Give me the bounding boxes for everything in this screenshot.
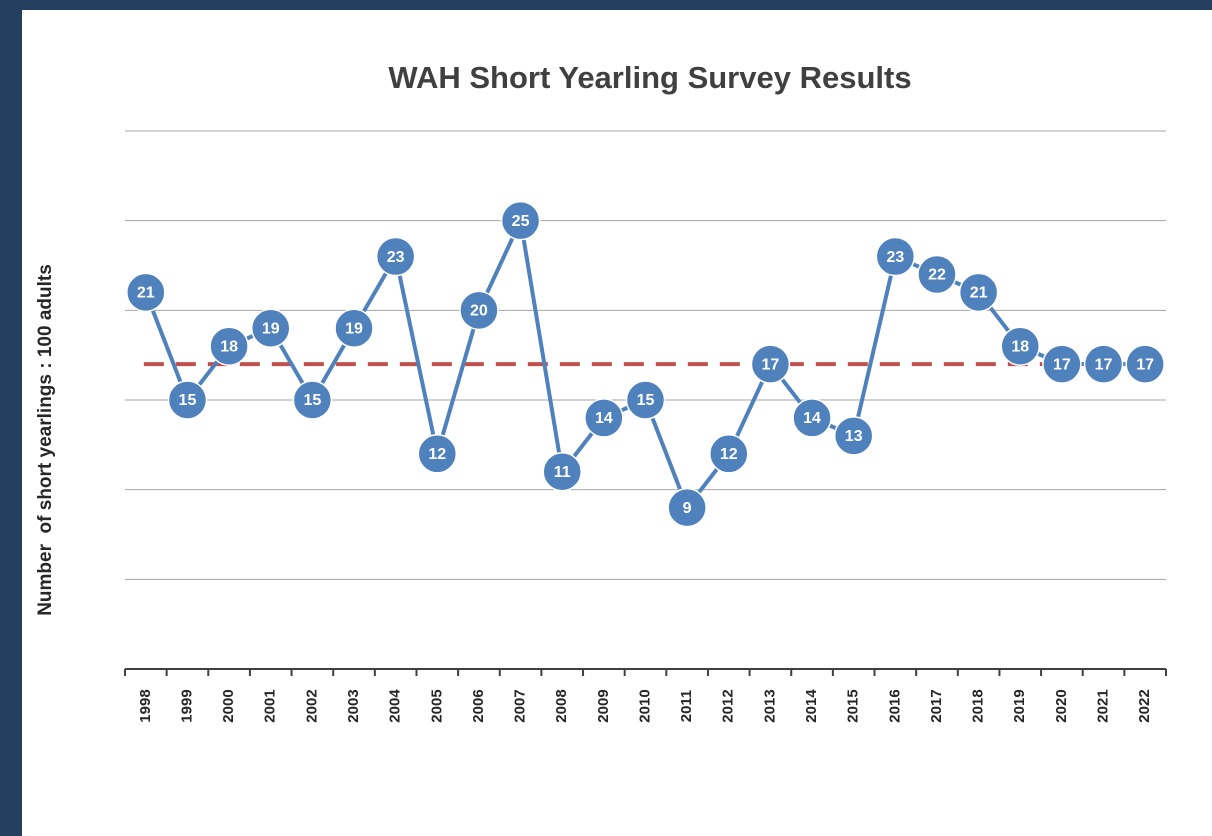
x-tick-label: 1999 — [178, 689, 195, 722]
data-label: 14 — [595, 410, 613, 427]
data-label: 15 — [179, 392, 197, 409]
x-tick-label: 2014 — [803, 689, 820, 723]
data-label: 14 — [803, 410, 821, 427]
x-tick-label: 2015 — [845, 689, 862, 722]
marker — [1042, 344, 1082, 384]
x-tick-label: 2013 — [761, 689, 778, 722]
data-label: 12 — [428, 446, 446, 463]
data-label: 21 — [137, 285, 155, 302]
x-tick-label: 2002 — [303, 689, 320, 722]
data-label: 17 — [1136, 356, 1154, 373]
data-label: 17 — [762, 356, 780, 373]
data-label: 17 — [1095, 356, 1113, 373]
x-tick-label: 2007 — [512, 689, 529, 722]
x-tick-label: 2000 — [220, 689, 237, 722]
data-label: 25 — [512, 213, 530, 230]
x-tick-label: 1998 — [137, 689, 154, 722]
chart-title: WAH Short Yearling Survey Results — [388, 60, 911, 95]
marker — [1083, 344, 1124, 384]
x-tick-label: 2016 — [886, 689, 903, 722]
x-tick-label: 2006 — [470, 689, 487, 722]
marker — [750, 344, 791, 384]
marker — [126, 272, 166, 313]
x-tick-label: 2018 — [970, 689, 987, 722]
marker — [584, 398, 624, 438]
x-tick-label: 2022 — [1136, 689, 1153, 722]
data-label: 19 — [262, 320, 280, 337]
marker — [709, 434, 749, 474]
marker — [209, 326, 249, 366]
marker — [667, 487, 707, 528]
marker — [500, 200, 541, 241]
x-tick-label: 2019 — [1011, 689, 1028, 722]
x-tick-label: 2010 — [636, 689, 653, 722]
data-label: 18 — [1011, 338, 1029, 355]
data-label: 19 — [345, 320, 363, 337]
data-label: 13 — [845, 428, 863, 445]
marker — [958, 272, 999, 313]
marker — [1125, 344, 1165, 384]
data-label: 17 — [1053, 356, 1071, 373]
data-label: 18 — [220, 338, 238, 355]
marker — [167, 380, 208, 420]
data-label: 22 — [928, 267, 946, 284]
marker — [792, 398, 832, 438]
marker — [542, 451, 582, 492]
x-tick-label: 2004 — [387, 689, 404, 723]
x-tick-label: 2005 — [428, 689, 445, 722]
x-tick-label: 2008 — [553, 689, 570, 722]
marker — [292, 380, 333, 420]
data-label: 9 — [683, 500, 692, 517]
marker — [833, 416, 874, 456]
data-label: 15 — [303, 392, 321, 409]
marker — [917, 254, 957, 295]
x-tick-label: 2021 — [1095, 689, 1112, 722]
marker — [375, 236, 416, 277]
data-label: 12 — [720, 446, 738, 463]
y-axis-title: Number of short yearlings : 100 adults — [35, 264, 56, 616]
marker — [625, 380, 666, 420]
marker — [250, 308, 291, 349]
marker — [1000, 326, 1041, 366]
data-label: 20 — [470, 303, 488, 320]
x-tick-label: 2001 — [262, 689, 279, 722]
x-tick-label: 2020 — [1053, 689, 1070, 722]
marker — [417, 434, 458, 474]
x-tick-label: 2009 — [595, 689, 612, 722]
data-label: 21 — [970, 285, 988, 302]
data-label: 15 — [637, 392, 655, 409]
x-tick-label: 2017 — [928, 689, 945, 722]
marker — [875, 236, 916, 277]
x-tick-label: 2012 — [720, 689, 737, 722]
x-tick-label: 2011 — [678, 690, 695, 723]
marker — [459, 290, 499, 331]
data-label: 11 — [554, 464, 571, 481]
marker — [334, 308, 374, 349]
data-label: 23 — [886, 249, 904, 266]
x-tick-label: 2003 — [345, 689, 362, 722]
data-label: 23 — [387, 249, 405, 266]
